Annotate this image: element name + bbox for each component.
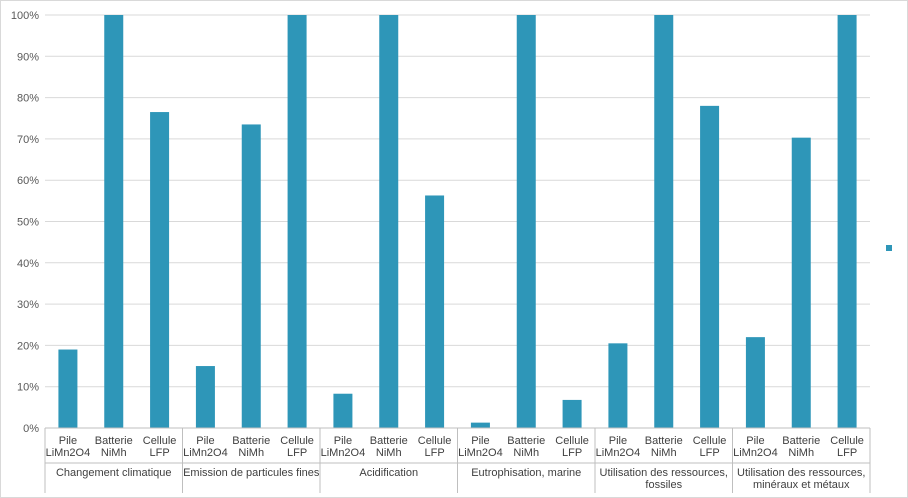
gridlines <box>45 14 870 388</box>
bar <box>700 105 720 429</box>
category-label: Batterie <box>95 435 133 447</box>
category-label: LFP <box>562 447 582 459</box>
bar <box>745 337 765 428</box>
bars <box>58 15 857 429</box>
category-label: Pile <box>59 435 77 447</box>
category-label: Batterie <box>370 435 408 447</box>
bar <box>58 349 78 428</box>
y-tick-label: 30% <box>17 299 39 311</box>
group-labels: Changement climatique Emission de particu… <box>56 467 865 491</box>
category-label: Cellule <box>280 435 314 447</box>
bar <box>379 15 399 428</box>
y-tick-label: 0% <box>23 423 39 435</box>
category-label: NiMh <box>101 447 127 459</box>
bar <box>516 15 536 428</box>
group-label: Changement climatique <box>56 467 172 479</box>
y-tick-label: 60% <box>17 175 39 187</box>
category-label: Cellule <box>143 435 177 447</box>
y-tick-label: 70% <box>17 134 39 146</box>
legend-marker <box>886 245 892 251</box>
category-axis <box>44 427 871 493</box>
bar <box>195 366 215 428</box>
category-label: Batterie <box>232 435 270 447</box>
category-label: Cellule <box>418 435 452 447</box>
category-label: LiMn2O4 <box>321 447 366 459</box>
bar <box>150 112 170 429</box>
bar <box>837 15 857 428</box>
group-label: Emission de particules fines <box>183 467 320 479</box>
group-label: Eutrophisation, marine <box>471 467 581 479</box>
category-label: Cellule <box>555 435 589 447</box>
category-label: LiMn2O4 <box>46 447 91 459</box>
category-label: LFP <box>424 447 444 459</box>
category-label: Cellule <box>830 435 864 447</box>
category-label: Batterie <box>507 435 545 447</box>
category-label: LFP <box>837 447 857 459</box>
bar <box>470 422 490 428</box>
bar <box>333 393 353 428</box>
group-label: minéraux et métaux <box>753 479 850 491</box>
category-label: LFP <box>287 447 307 459</box>
group-label: Utilisation des ressources, <box>600 467 728 479</box>
group-label: fossiles <box>645 479 682 491</box>
y-axis-tick-labels: 0% 10% 20% 30% 40% 50% 60% 70% 80% 90% 100% <box>11 10 39 435</box>
bar <box>654 15 674 428</box>
category-label: NiMh <box>238 447 264 459</box>
category-label: NiMh <box>788 447 814 459</box>
category-label: Pile <box>196 435 214 447</box>
category-label: NiMh <box>376 447 402 459</box>
category-label: LiMn2O4 <box>458 447 503 459</box>
bar <box>425 195 445 428</box>
category-label: Pile <box>334 435 352 447</box>
category-label: Pile <box>746 435 764 447</box>
y-tick-label: 80% <box>17 93 39 105</box>
bar <box>608 343 628 428</box>
y-tick-label: 100% <box>11 10 39 22</box>
category-label: Cellule <box>693 435 727 447</box>
bar <box>287 15 307 428</box>
category-label: Batterie <box>782 435 820 447</box>
category-label: LFP <box>149 447 169 459</box>
group-label: Acidification <box>359 467 418 479</box>
y-tick-label: 40% <box>17 258 39 270</box>
category-label: Pile <box>471 435 489 447</box>
category-label: Batterie <box>645 435 683 447</box>
bar <box>791 137 811 428</box>
bar <box>104 15 124 428</box>
bar <box>241 124 261 428</box>
y-tick-label: 50% <box>17 217 39 229</box>
category-label: NiMh <box>513 447 539 459</box>
category-label: NiMh <box>651 447 677 459</box>
category-label: LiMn2O4 <box>596 447 641 459</box>
category-labels: PileLiMn2O4BatterieNiMhCelluleLFPPileLiM… <box>46 435 864 459</box>
y-tick-label: 10% <box>17 382 39 394</box>
y-tick-label: 90% <box>17 51 39 63</box>
category-label: Pile <box>609 435 627 447</box>
category-label: LFP <box>699 447 719 459</box>
group-label: Utilisation des ressources, <box>737 467 865 479</box>
category-label: LiMn2O4 <box>183 447 228 459</box>
y-tick-label: 20% <box>17 340 39 352</box>
category-label: LiMn2O4 <box>733 447 778 459</box>
bar <box>562 399 582 428</box>
